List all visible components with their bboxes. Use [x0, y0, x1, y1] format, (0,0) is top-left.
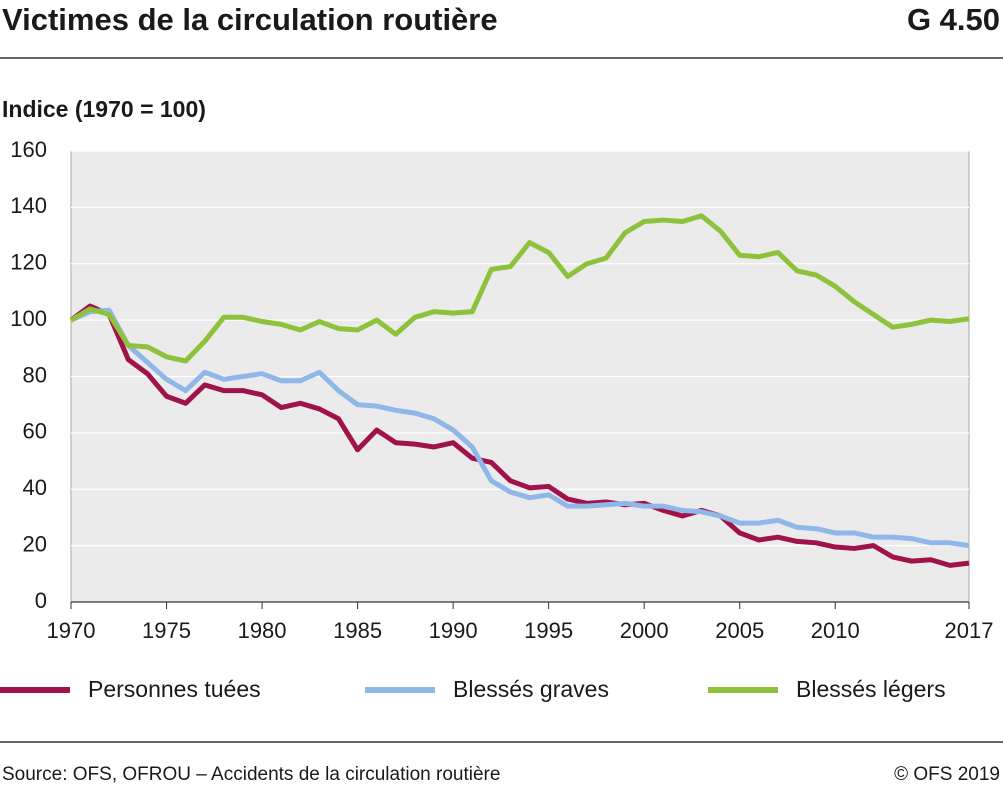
- x-tick-label: 1975: [142, 618, 191, 643]
- figure-number: G 4.50: [907, 2, 1000, 37]
- x-tick-label: 1990: [429, 618, 478, 643]
- series-line: [69, 213, 970, 364]
- y-axis-title: Indice (1970 = 100): [2, 96, 206, 122]
- x-tick-label: 2017: [945, 618, 994, 643]
- x-tick-label: 1995: [524, 618, 573, 643]
- y-tick-label: 0: [35, 588, 47, 613]
- chart-title: Victimes de la circulation routière: [2, 2, 498, 37]
- y-tick-label: 140: [10, 193, 47, 218]
- series-line: [69, 307, 970, 549]
- source: Source: OFS, OFROU – Accidents de la cir…: [2, 764, 500, 785]
- x-tick-label: 2000: [620, 618, 669, 643]
- x-tick-label: 2005: [715, 618, 764, 643]
- y-tick-label: 60: [23, 419, 47, 444]
- y-tick-label: 40: [23, 475, 47, 500]
- series-line: [69, 303, 970, 568]
- legend-label: Personnes tuées: [88, 676, 261, 702]
- x-tick-label: 2010: [811, 618, 860, 643]
- copyright: © OFS 2019: [894, 764, 1000, 785]
- y-tick-label: 160: [10, 137, 47, 162]
- x-tick-label: 1970: [47, 618, 96, 643]
- y-tick-label: 100: [10, 306, 47, 331]
- y-tick-label: 120: [10, 250, 47, 275]
- x-tick-label: 1980: [238, 618, 287, 643]
- y-tick-label: 80: [23, 362, 47, 387]
- x-tick-label: 1985: [333, 618, 382, 643]
- legend-label: Blessés graves: [453, 676, 609, 702]
- y-tick-label: 20: [23, 531, 47, 556]
- legend-label: Blessés légers: [796, 676, 946, 702]
